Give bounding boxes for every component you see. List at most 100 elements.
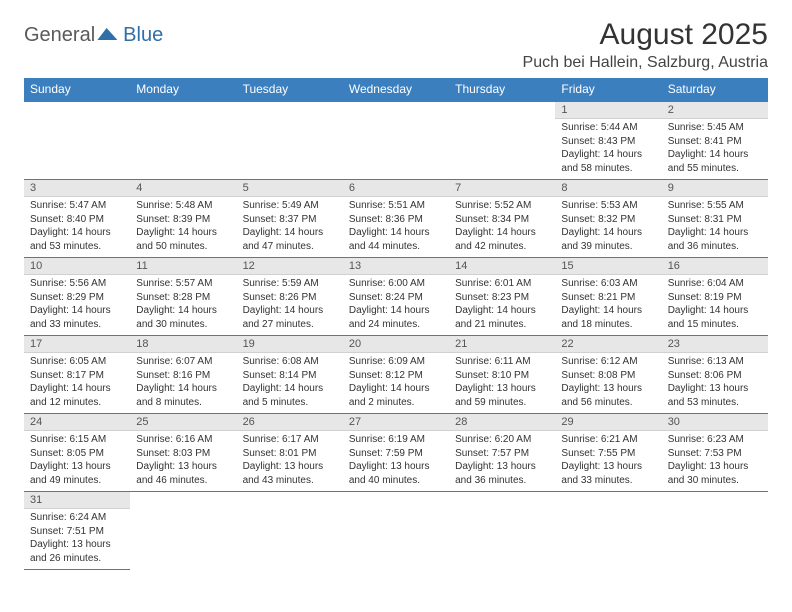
calendar-cell	[343, 101, 449, 180]
calendar-cell	[237, 101, 343, 180]
day-number: 21	[449, 336, 555, 353]
calendar-cell	[24, 101, 130, 180]
calendar-row: 17Sunrise: 6:05 AMSunset: 8:17 PMDayligh…	[24, 336, 768, 414]
day-number: 24	[24, 414, 130, 431]
calendar-row: 24Sunrise: 6:15 AMSunset: 8:05 PMDayligh…	[24, 414, 768, 492]
day-number: 23	[662, 336, 768, 353]
day-details: Sunrise: 6:09 AMSunset: 8:12 PMDaylight:…	[343, 353, 449, 413]
calendar-cell: 29Sunrise: 6:21 AMSunset: 7:55 PMDayligh…	[555, 414, 661, 492]
day-number: 3	[24, 180, 130, 197]
calendar-cell: 20Sunrise: 6:09 AMSunset: 8:12 PMDayligh…	[343, 336, 449, 414]
calendar-cell: 21Sunrise: 6:11 AMSunset: 8:10 PMDayligh…	[449, 336, 555, 414]
day-number: 12	[237, 258, 343, 275]
calendar-cell: 15Sunrise: 6:03 AMSunset: 8:21 PMDayligh…	[555, 258, 661, 336]
location-subtitle: Puch bei Hallein, Salzburg, Austria	[523, 54, 768, 72]
day-details: Sunrise: 5:49 AMSunset: 8:37 PMDaylight:…	[237, 197, 343, 257]
day-number: 27	[343, 414, 449, 431]
calendar-cell: 22Sunrise: 6:12 AMSunset: 8:08 PMDayligh…	[555, 336, 661, 414]
calendar-cell: 12Sunrise: 5:59 AMSunset: 8:26 PMDayligh…	[237, 258, 343, 336]
calendar-cell	[662, 492, 768, 570]
day-details: Sunrise: 5:48 AMSunset: 8:39 PMDaylight:…	[130, 197, 236, 257]
title-block: August 2025 Puch bei Hallein, Salzburg, …	[523, 18, 768, 72]
calendar-cell: 25Sunrise: 6:16 AMSunset: 8:03 PMDayligh…	[130, 414, 236, 492]
calendar-cell: 24Sunrise: 6:15 AMSunset: 8:05 PMDayligh…	[24, 414, 130, 492]
day-number: 28	[449, 414, 555, 431]
day-details: Sunrise: 6:13 AMSunset: 8:06 PMDaylight:…	[662, 353, 768, 413]
calendar-cell: 19Sunrise: 6:08 AMSunset: 8:14 PMDayligh…	[237, 336, 343, 414]
day-details: Sunrise: 6:19 AMSunset: 7:59 PMDaylight:…	[343, 431, 449, 491]
weekday-header: Monday	[130, 78, 236, 101]
calendar-cell	[449, 492, 555, 570]
day-details: Sunrise: 5:57 AMSunset: 8:28 PMDaylight:…	[130, 275, 236, 335]
day-number: 7	[449, 180, 555, 197]
day-details: Sunrise: 5:52 AMSunset: 8:34 PMDaylight:…	[449, 197, 555, 257]
day-details: Sunrise: 5:53 AMSunset: 8:32 PMDaylight:…	[555, 197, 661, 257]
day-details: Sunrise: 6:08 AMSunset: 8:14 PMDaylight:…	[237, 353, 343, 413]
calendar-body: 1Sunrise: 5:44 AMSunset: 8:43 PMDaylight…	[24, 101, 768, 570]
weekday-header: Tuesday	[237, 78, 343, 101]
day-number: 26	[237, 414, 343, 431]
calendar-cell: 8Sunrise: 5:53 AMSunset: 8:32 PMDaylight…	[555, 180, 661, 258]
day-details: Sunrise: 6:21 AMSunset: 7:55 PMDaylight:…	[555, 431, 661, 491]
brand-logo: General Blue	[24, 18, 163, 47]
calendar-cell: 2Sunrise: 5:45 AMSunset: 8:41 PMDaylight…	[662, 101, 768, 180]
day-number: 2	[662, 102, 768, 119]
day-number: 16	[662, 258, 768, 275]
day-number: 11	[130, 258, 236, 275]
calendar-cell: 18Sunrise: 6:07 AMSunset: 8:16 PMDayligh…	[130, 336, 236, 414]
calendar-row: 10Sunrise: 5:56 AMSunset: 8:29 PMDayligh…	[24, 258, 768, 336]
weekday-header: Saturday	[662, 78, 768, 101]
calendar-cell: 3Sunrise: 5:47 AMSunset: 8:40 PMDaylight…	[24, 180, 130, 258]
day-number: 20	[343, 336, 449, 353]
page-header: General Blue August 2025 Puch bei Hallei…	[24, 18, 768, 72]
day-number: 5	[237, 180, 343, 197]
day-details: Sunrise: 5:44 AMSunset: 8:43 PMDaylight:…	[555, 119, 661, 179]
calendar-cell	[449, 101, 555, 180]
day-details: Sunrise: 6:07 AMSunset: 8:16 PMDaylight:…	[130, 353, 236, 413]
day-details: Sunrise: 6:15 AMSunset: 8:05 PMDaylight:…	[24, 431, 130, 491]
calendar-cell	[130, 492, 236, 570]
day-number: 4	[130, 180, 236, 197]
weekday-row: SundayMondayTuesdayWednesdayThursdayFrid…	[24, 78, 768, 101]
calendar-cell	[237, 492, 343, 570]
day-number: 30	[662, 414, 768, 431]
weekday-header: Friday	[555, 78, 661, 101]
day-number: 25	[130, 414, 236, 431]
calendar-cell: 1Sunrise: 5:44 AMSunset: 8:43 PMDaylight…	[555, 101, 661, 180]
day-number: 19	[237, 336, 343, 353]
calendar-head: SundayMondayTuesdayWednesdayThursdayFrid…	[24, 78, 768, 101]
day-details: Sunrise: 6:03 AMSunset: 8:21 PMDaylight:…	[555, 275, 661, 335]
day-details: Sunrise: 5:45 AMSunset: 8:41 PMDaylight:…	[662, 119, 768, 179]
calendar-row: 31Sunrise: 6:24 AMSunset: 7:51 PMDayligh…	[24, 492, 768, 570]
calendar-table: SundayMondayTuesdayWednesdayThursdayFrid…	[24, 78, 768, 570]
calendar-cell: 4Sunrise: 5:48 AMSunset: 8:39 PMDaylight…	[130, 180, 236, 258]
day-details: Sunrise: 5:47 AMSunset: 8:40 PMDaylight:…	[24, 197, 130, 257]
calendar-cell: 26Sunrise: 6:17 AMSunset: 8:01 PMDayligh…	[237, 414, 343, 492]
triangle-icon	[98, 28, 121, 40]
calendar-cell: 6Sunrise: 5:51 AMSunset: 8:36 PMDaylight…	[343, 180, 449, 258]
brand-word1: General	[24, 24, 95, 47]
calendar-cell: 7Sunrise: 5:52 AMSunset: 8:34 PMDaylight…	[449, 180, 555, 258]
weekday-header: Wednesday	[343, 78, 449, 101]
day-details: Sunrise: 5:55 AMSunset: 8:31 PMDaylight:…	[662, 197, 768, 257]
day-details: Sunrise: 6:20 AMSunset: 7:57 PMDaylight:…	[449, 431, 555, 491]
month-title: August 2025	[523, 18, 768, 52]
calendar-cell: 27Sunrise: 6:19 AMSunset: 7:59 PMDayligh…	[343, 414, 449, 492]
day-details: Sunrise: 6:00 AMSunset: 8:24 PMDaylight:…	[343, 275, 449, 335]
day-number: 14	[449, 258, 555, 275]
day-details: Sunrise: 6:24 AMSunset: 7:51 PMDaylight:…	[24, 509, 130, 569]
day-details: Sunrise: 6:05 AMSunset: 8:17 PMDaylight:…	[24, 353, 130, 413]
weekday-header: Sunday	[24, 78, 130, 101]
calendar-row: 3Sunrise: 5:47 AMSunset: 8:40 PMDaylight…	[24, 180, 768, 258]
day-details: Sunrise: 6:16 AMSunset: 8:03 PMDaylight:…	[130, 431, 236, 491]
calendar-cell: 9Sunrise: 5:55 AMSunset: 8:31 PMDaylight…	[662, 180, 768, 258]
calendar-cell: 30Sunrise: 6:23 AMSunset: 7:53 PMDayligh…	[662, 414, 768, 492]
calendar-cell: 16Sunrise: 6:04 AMSunset: 8:19 PMDayligh…	[662, 258, 768, 336]
day-number: 17	[24, 336, 130, 353]
day-details: Sunrise: 6:23 AMSunset: 7:53 PMDaylight:…	[662, 431, 768, 491]
calendar-cell: 14Sunrise: 6:01 AMSunset: 8:23 PMDayligh…	[449, 258, 555, 336]
day-details: Sunrise: 6:01 AMSunset: 8:23 PMDaylight:…	[449, 275, 555, 335]
day-number: 13	[343, 258, 449, 275]
calendar-cell: 28Sunrise: 6:20 AMSunset: 7:57 PMDayligh…	[449, 414, 555, 492]
calendar-cell	[130, 101, 236, 180]
